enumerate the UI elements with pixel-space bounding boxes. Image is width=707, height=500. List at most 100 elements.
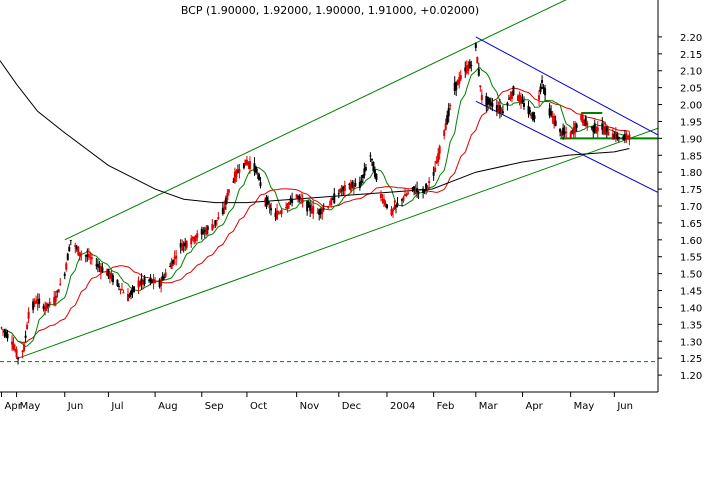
y-tick-label: 2.20 <box>680 33 702 44</box>
candle-body <box>285 207 288 209</box>
candle-body <box>288 202 291 205</box>
candle-body <box>467 64 470 71</box>
candle-body <box>277 213 280 215</box>
candle-body <box>330 198 333 205</box>
candle-body <box>541 80 544 83</box>
candle-body <box>459 75 462 80</box>
candle-body <box>470 64 473 66</box>
candle-body <box>74 245 77 248</box>
y-tick-label: 1.30 <box>680 337 702 348</box>
candle-body <box>87 254 90 258</box>
candle-body <box>26 324 29 330</box>
candle-body <box>477 69 480 76</box>
candle-body <box>310 207 313 213</box>
candle-body <box>458 77 461 84</box>
candle-body <box>590 127 593 129</box>
candle-body <box>36 299 39 305</box>
candle-body <box>328 204 331 206</box>
y-tick-label: 1.95 <box>680 117 702 128</box>
candle-body <box>422 188 425 194</box>
candle-body <box>227 189 230 193</box>
x-tick-label: Apr <box>5 401 23 412</box>
candle-body <box>122 292 125 294</box>
y-tick-label: 1.45 <box>680 287 702 298</box>
candle-body <box>280 209 283 214</box>
candle-body <box>395 204 398 208</box>
x-tick-label: Jul <box>110 401 123 412</box>
candle-body <box>0 327 3 329</box>
trendline <box>64 0 567 241</box>
candle-body <box>206 226 209 230</box>
y-tick-label: 1.65 <box>680 219 702 230</box>
candle-body <box>554 120 557 127</box>
candle-body <box>191 236 194 239</box>
candle-body <box>351 182 354 188</box>
candle-body <box>116 279 119 286</box>
candle-body <box>12 343 15 350</box>
candle-body <box>538 95 541 100</box>
candle-body <box>66 253 69 261</box>
candle-body <box>530 113 533 119</box>
candle-body <box>506 102 509 105</box>
x-tick-label: Sep <box>205 401 224 412</box>
candle-body <box>456 79 459 86</box>
candle-body <box>265 197 268 207</box>
candle-body <box>151 280 154 283</box>
candle-body <box>437 153 440 162</box>
candle-body <box>143 277 146 285</box>
candle-body <box>221 208 224 215</box>
candle-body <box>333 193 336 204</box>
candle-body <box>405 194 408 196</box>
candle-body <box>527 105 530 114</box>
plot-content <box>0 0 658 365</box>
y-tick-label: 1.60 <box>680 236 702 247</box>
candle-body <box>571 130 574 133</box>
candle-body <box>522 103 525 107</box>
candle-body <box>78 252 81 257</box>
candle-body <box>248 161 251 170</box>
x-tick-label: Nov <box>300 401 320 412</box>
candle-body <box>179 243 182 248</box>
candle-body <box>148 279 151 281</box>
y-axis: 1.20 1.25 1.30 1.35 1.40 1.45 1.50 1.55 1.60 1.65… <box>657 0 702 392</box>
candle-body <box>172 259 175 264</box>
candle-body <box>217 217 220 220</box>
candle-body <box>128 295 131 297</box>
candle-body <box>358 182 361 188</box>
candle-body <box>196 233 199 238</box>
candle-body <box>5 331 8 337</box>
candle-body <box>68 247 71 252</box>
y-tick-label: 1.70 <box>680 202 702 213</box>
candle-body <box>417 191 420 193</box>
candle-body <box>352 184 355 190</box>
candle-body <box>48 301 51 305</box>
candle-body <box>446 115 449 124</box>
candle-body <box>224 198 227 205</box>
candle-body <box>47 304 50 307</box>
y-tick-label: 1.85 <box>680 151 702 162</box>
candle-body <box>428 181 431 184</box>
y-tick-label: 1.20 <box>680 371 702 382</box>
candle-body <box>253 163 256 172</box>
x-tick-label: Aug <box>158 401 178 412</box>
candle-body <box>485 95 488 106</box>
candle-body <box>158 279 161 287</box>
candle-body <box>137 280 140 288</box>
candle-body <box>77 246 80 256</box>
trendline <box>17 127 658 359</box>
candle-body <box>616 134 619 139</box>
candle-body <box>27 311 30 319</box>
candle-body <box>161 275 164 281</box>
candle-body <box>628 134 631 140</box>
candle-body <box>488 98 491 104</box>
candle-body <box>33 301 36 305</box>
candle-body <box>321 208 324 214</box>
y-tick-label: 1.50 <box>680 270 702 281</box>
candle-body <box>42 305 45 310</box>
candle-body <box>98 266 101 268</box>
candle-body <box>203 229 206 233</box>
candle-body <box>605 126 608 133</box>
candle-body <box>184 242 187 247</box>
candle-body <box>586 122 589 127</box>
